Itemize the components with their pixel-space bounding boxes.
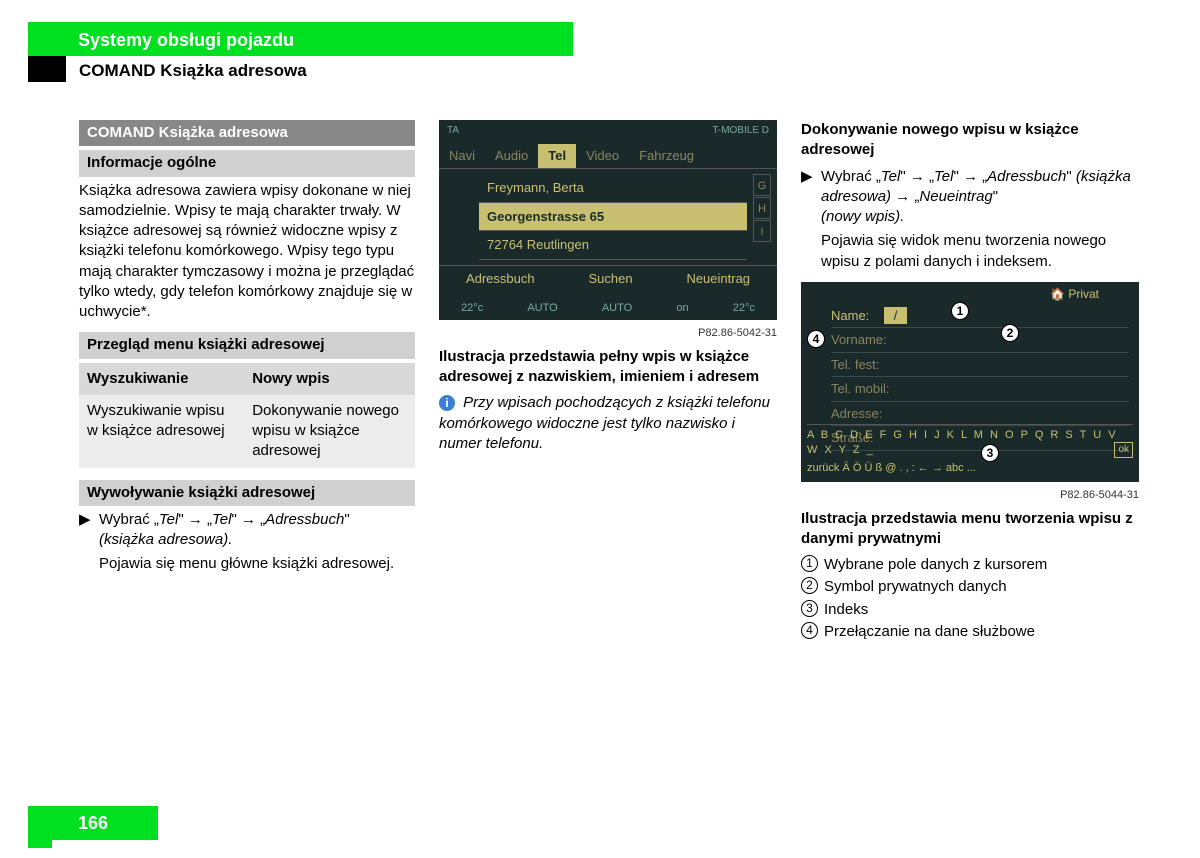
callout-4: 4	[807, 330, 825, 348]
ss2-name: Name: /	[831, 304, 1129, 329]
col3-heading: Dokonywanie nowego wpisu w książce adres…	[801, 120, 1139, 161]
margin-tab	[28, 56, 66, 82]
step-d1-text: Wybrać „Tel" → „Tel" → „Adressbuch" (ksi…	[99, 510, 350, 551]
ss2-alphabet: A B C D E F G H I J K L M N O P Q R S T …	[807, 424, 1133, 458]
ss1-tabs: Navi Audio Tel Video Fahrzeug	[439, 144, 777, 169]
ss1-index: G H I	[753, 174, 771, 243]
ss2-ok: ok	[1114, 442, 1133, 458]
menu-overview-table: Wyszukiwanie Nowy wpis Wyszukiwanie wpis…	[79, 363, 415, 468]
ss1-suchen: Suchen	[588, 270, 632, 288]
ss2-caption: Ilustracja przedstawia menu tworzenia wp…	[801, 509, 1139, 550]
legend-3: 3Indeks	[801, 600, 1139, 620]
ss2-vorname: Vorname:	[831, 328, 1129, 353]
sec-b-header: Informacje ogólne	[79, 150, 415, 176]
table-cell-2: Dokonywanie nowego wpisu w książce adres…	[244, 395, 415, 468]
ss1-idx-g: G	[753, 174, 771, 196]
col3-step2: Pojawia się widok menu tworzenia nowego …	[801, 231, 1139, 272]
ss1-tab-video: Video	[576, 144, 629, 168]
sec-c-header: Przegląd menu książki adresowej	[79, 332, 415, 358]
ss1-carrier: T-MOBILE D	[712, 124, 769, 138]
ss2-privat: 🏠 Privat	[1050, 286, 1099, 302]
callout-2: 2	[1001, 324, 1019, 342]
ss1-bottom-menu: Adressbuch Suchen Neueintrag	[439, 265, 777, 292]
info-note: i Przy wpisach pochodzących z książki te…	[439, 393, 777, 454]
legend-2: 2Symbol prywatnych danych	[801, 577, 1139, 597]
column-1: COMAND Książka adresowa Informacje ogóln…	[79, 120, 415, 644]
column-3: Dokonywanie nowego wpisu w książce adres…	[801, 120, 1139, 644]
ss1-list: Freymann, Berta Georgenstrasse 65 72764 …	[479, 174, 747, 260]
ss1-idx-i: I	[753, 220, 771, 242]
page-number-tab	[28, 840, 52, 848]
ss1-row-2: 72764 Reutlingen	[479, 231, 747, 260]
info-icon: i	[439, 395, 455, 411]
ss1-row-1: Georgenstrasse 65	[479, 203, 747, 232]
legend-4: 4Przełączanie na dane służbowe	[801, 622, 1139, 642]
callout-3: 3	[981, 444, 999, 462]
ss1-caption: Ilustracja przedstawia pełny wpis w ksią…	[439, 347, 777, 388]
ss1-label: P82.86-5042-31	[439, 326, 777, 341]
col3-step1-text: Wybrać „Tel" → „Tel" → „Adressbuch" (ksi…	[821, 167, 1139, 228]
note-text: Przy wpisach pochodzących z książki tele…	[439, 394, 770, 452]
step-indent	[79, 554, 99, 574]
ss2-alphabet2: zurück Ä Ö Ü ß @ . , : ← → abc ...	[807, 461, 1133, 476]
legend-1: 1Wybrane pole danych z kursorem	[801, 555, 1139, 575]
ss1-adressbuch: Adressbuch	[466, 270, 535, 288]
ss1-tab-navi: Navi	[439, 144, 485, 168]
bullet-arrow-icon: ▶	[79, 510, 99, 551]
comand-screenshot-1: TA T-MOBILE D Navi Audio Tel Video Fahrz…	[439, 120, 777, 320]
table-header-1: Wyszukiwanie	[79, 363, 244, 395]
ss1-tab-fahrzeug: Fahrzeug	[629, 144, 704, 168]
ss1-neueintrag: Neueintrag	[686, 270, 750, 288]
chapter-header: Systemy obsługi pojazdu	[28, 22, 573, 56]
ss1-ta: TA	[447, 124, 459, 138]
ss2-label: P82.86-5044-31	[801, 488, 1139, 503]
ss1-tab-tel: Tel	[538, 144, 576, 168]
section-title: COMAND Książka adresowa	[79, 60, 307, 83]
info-paragraph: Książka adresowa zawiera wpisy dokonane …	[79, 181, 415, 323]
ss1-idx-h: H	[753, 197, 771, 219]
ss1-status-bar: 22°c AUTO AUTO on 22°c	[439, 301, 777, 316]
callout-1: 1	[951, 302, 969, 320]
sec-a-header: COMAND Książka adresowa	[79, 120, 415, 146]
sec-d-header: Wywoływanie książki adresowej	[79, 480, 415, 506]
col3-step1: ▶ Wybrać „Tel" → „Tel" → „Adressbuch" (k…	[801, 167, 1139, 228]
column-2: TA T-MOBILE D Navi Audio Tel Video Fahrz…	[439, 120, 777, 644]
table-header-2: Nowy wpis	[244, 363, 415, 395]
legend: 1Wybrane pole danych z kursorem 2Symbol …	[801, 555, 1139, 642]
ss1-row-0: Freymann, Berta	[479, 174, 747, 203]
ss1-tab-audio: Audio	[485, 144, 538, 168]
step-d1: ▶ Wybrać „Tel" → „Tel" → „Adressbuch" (k…	[79, 510, 415, 551]
bullet-arrow-icon: ▶	[801, 167, 821, 228]
table-cell-1: Wyszukiwanie wpisu w książce adresowej	[79, 395, 244, 468]
ss2-telmobil: Tel. mobil:	[831, 377, 1129, 402]
content-columns: COMAND Książka adresowa Informacje ogóln…	[79, 120, 1139, 644]
ss2-telfest: Tel. fest:	[831, 353, 1129, 378]
page-number: 166	[28, 806, 158, 840]
step-d2: Pojawia się menu główne książki adresowe…	[79, 554, 415, 574]
comand-screenshot-2: 🏠 Privat Name: / Vorname: Tel. fest: Tel…	[801, 282, 1139, 482]
col3-step2-text: Pojawia się widok menu tworzenia nowego …	[821, 231, 1139, 272]
step-d2-text: Pojawia się menu główne książki adresowe…	[99, 554, 394, 574]
ss2-adresse: Adresse:	[831, 402, 1129, 427]
